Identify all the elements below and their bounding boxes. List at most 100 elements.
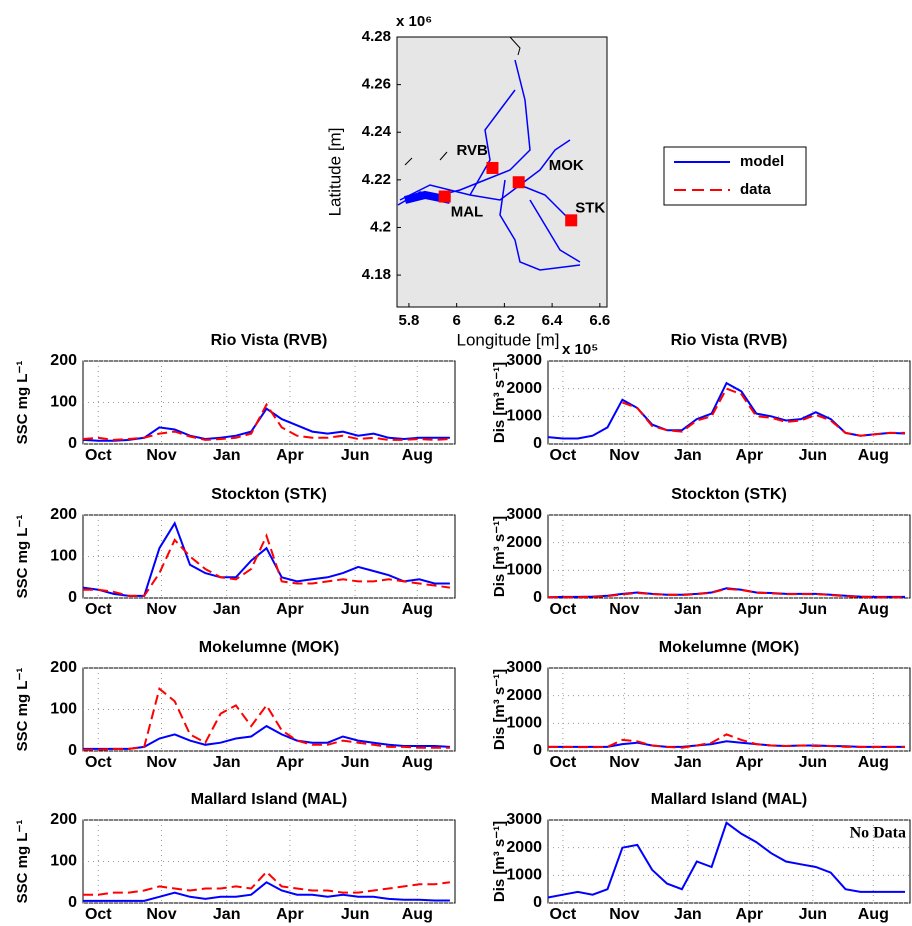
x-tick-label: Oct xyxy=(550,906,577,923)
y-tick-label: 100 xyxy=(50,701,77,718)
y-tick-label: 4.18 xyxy=(362,266,391,283)
y-axis-label: SSC mg L⁻¹ xyxy=(14,361,31,445)
series-line xyxy=(83,870,451,896)
y-axis-label: SSC mg L⁻¹ xyxy=(14,820,31,904)
x-multiplier: x 10⁵ xyxy=(562,341,598,358)
station-label: RVB xyxy=(456,142,488,159)
y-axis-label: Dis [m³ s⁻¹] xyxy=(491,362,508,443)
series-line xyxy=(83,533,451,597)
x-tick-label: Oct xyxy=(85,754,112,771)
station-marker xyxy=(438,190,451,203)
x-tick-label: Jun xyxy=(341,906,369,923)
y-tick-label: 0 xyxy=(533,435,542,452)
x-tick-label: Oct xyxy=(85,906,112,923)
y-tick-label: 0 xyxy=(68,589,77,606)
chart-title: Stockton (STK) xyxy=(211,486,327,503)
y-tick-label: 4.22 xyxy=(362,171,391,188)
x-tick-label: Apr xyxy=(736,447,764,464)
x-tick-label: Aug xyxy=(858,447,889,464)
x-tick-label: Apr xyxy=(736,754,764,771)
y-tick-label: 100 xyxy=(50,394,77,411)
y-tick-label: 1000 xyxy=(506,408,542,425)
x-tick-label: Apr xyxy=(276,447,304,464)
y-tick-label: 3000 xyxy=(506,811,542,828)
map-frame xyxy=(396,36,608,308)
x-tick-label: Jan xyxy=(213,601,241,618)
x-tick-label: 6.4 xyxy=(542,312,564,329)
x-axis-label: Longitude [m] xyxy=(456,330,559,349)
chart-title: Stockton (STK) xyxy=(671,486,787,503)
x-tick-label: Oct xyxy=(85,447,112,464)
y-tick-label: 200 xyxy=(50,352,77,369)
x-tick-label: Jun xyxy=(799,906,827,923)
y-multiplier: x 10⁶ xyxy=(396,13,432,30)
chart-title: Rio Vista (RVB) xyxy=(671,332,788,349)
plot-frame xyxy=(547,514,911,599)
x-tick-label: Oct xyxy=(550,447,577,464)
x-tick-label: Nov xyxy=(146,447,176,464)
series-line xyxy=(548,733,905,749)
series-line xyxy=(547,381,906,440)
y-axis-label: Latitude [m] xyxy=(325,128,344,217)
station-marker xyxy=(565,214,578,227)
y-tick-label: 200 xyxy=(50,811,77,828)
x-tick-label: Nov xyxy=(609,601,639,618)
x-tick-label: Aug xyxy=(402,754,433,771)
y-tick-label: 2000 xyxy=(506,839,542,856)
y-tick-label: 200 xyxy=(50,659,77,676)
y-axis-label: Dis [m³ s⁻¹] xyxy=(491,516,508,597)
x-tick-label: Jun xyxy=(799,754,827,771)
y-tick-label: 4.24 xyxy=(362,123,392,140)
y-tick-label: 4.28 xyxy=(362,28,391,45)
y-axis-label: Dis [m³ s⁻¹] xyxy=(491,669,508,750)
y-tick-label: 2000 xyxy=(506,687,542,704)
y-tick-label: 0 xyxy=(533,894,542,911)
x-tick-label: Nov xyxy=(609,754,639,771)
station-marker xyxy=(512,176,525,189)
x-tick-label: Aug xyxy=(402,447,433,464)
series-line xyxy=(547,587,905,599)
chart-title: Rio Vista (RVB) xyxy=(211,332,328,349)
x-tick-label: Nov xyxy=(146,906,176,923)
series-line xyxy=(83,724,450,750)
y-tick-label: 0 xyxy=(533,589,542,606)
y-tick-label: 4.2 xyxy=(370,218,391,235)
legend-label: model xyxy=(740,153,784,170)
y-tick-label: 100 xyxy=(50,548,77,565)
x-tick-label: Apr xyxy=(276,906,304,923)
annotation: No Data xyxy=(850,825,906,842)
y-tick-label: 3000 xyxy=(506,352,542,369)
y-tick-label: 2000 xyxy=(506,534,542,551)
station-label: MOK xyxy=(549,157,584,174)
x-tick-label: Aug xyxy=(402,906,433,923)
x-tick-label: Nov xyxy=(609,906,639,923)
chart-title: Mokelumne (MOK) xyxy=(199,639,339,656)
x-tick-label: Jan xyxy=(674,754,702,771)
y-tick-label: 100 xyxy=(50,853,77,870)
y-tick-label: 4.26 xyxy=(362,76,391,93)
x-tick-label: Oct xyxy=(550,601,577,618)
x-tick-label: Nov xyxy=(146,754,176,771)
y-tick-label: 1000 xyxy=(506,715,542,732)
legend-box xyxy=(663,146,807,206)
x-tick-label: Jan xyxy=(213,754,241,771)
chart-title: Mallard Island (MAL) xyxy=(651,791,807,808)
station-label: STK xyxy=(575,199,605,216)
y-tick-label: 0 xyxy=(68,742,77,759)
series-line xyxy=(622,387,905,437)
series-line xyxy=(547,821,905,899)
x-tick-label: Aug xyxy=(402,601,433,618)
y-axis-label: Dis [m³ s⁻¹] xyxy=(491,821,508,902)
y-tick-label: 0 xyxy=(68,894,77,911)
x-tick-label: Jan xyxy=(213,906,241,923)
x-tick-label: Jun xyxy=(799,601,827,618)
x-tick-label: Aug xyxy=(858,754,889,771)
x-tick-label: Jan xyxy=(674,601,702,618)
series-line xyxy=(83,881,450,902)
y-tick-label: 200 xyxy=(50,506,77,523)
x-tick-label: Jan xyxy=(674,906,702,923)
x-tick-label: Jun xyxy=(799,447,827,464)
x-tick-label: Oct xyxy=(550,754,577,771)
series-line xyxy=(82,402,450,441)
